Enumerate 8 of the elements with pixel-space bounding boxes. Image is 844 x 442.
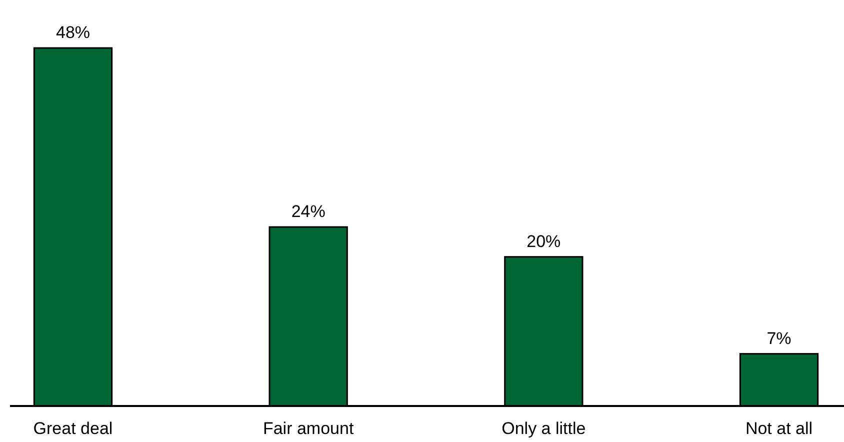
x-tick-label: Fair amount [262,419,354,438]
x-tick-label: Only a little [502,419,586,438]
data-label: 20% [526,232,561,251]
data-label: 48% [56,23,90,42]
x-tick-label: Great deal [33,419,113,438]
data-label: 7% [766,328,792,348]
x-tick-label: Not at all [745,419,813,438]
data-label: 24% [291,202,326,221]
